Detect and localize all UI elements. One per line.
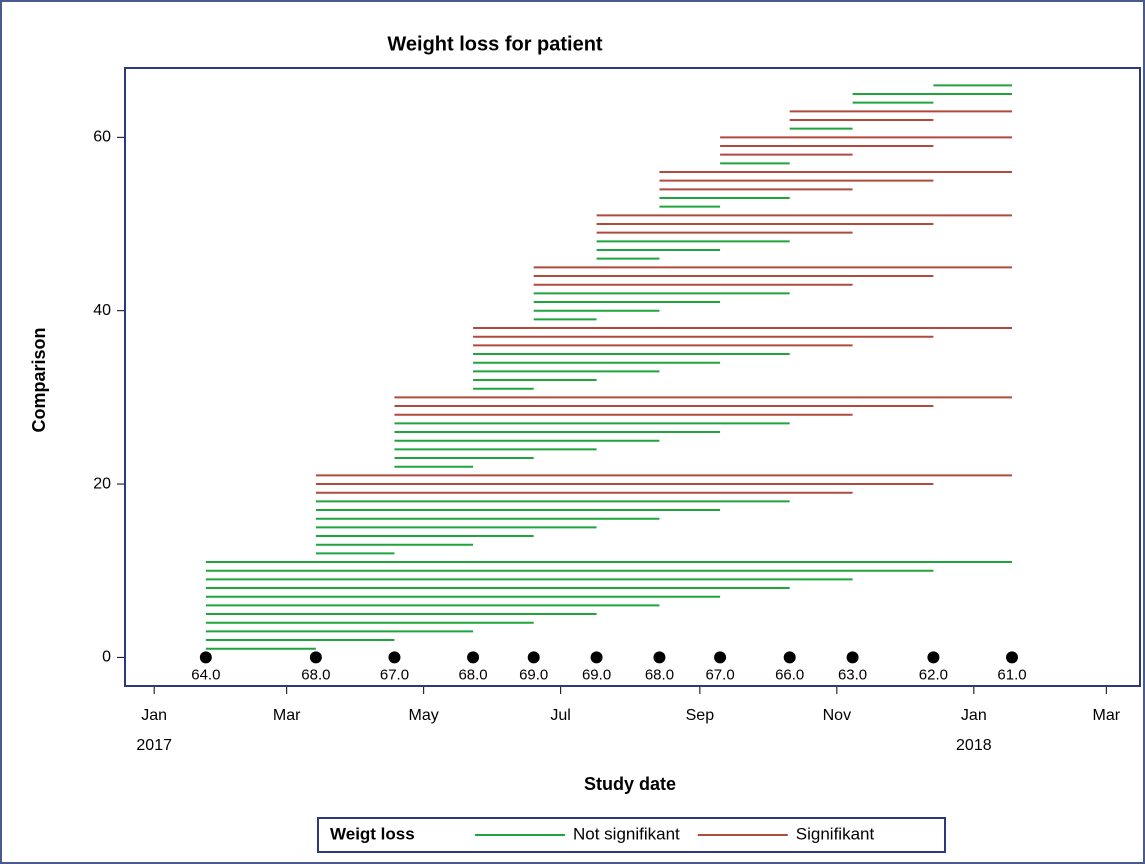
weight-label: 67.0	[705, 666, 734, 683]
study-point	[199, 651, 212, 664]
weight-label: 68.0	[458, 666, 487, 683]
weight-label: 68.0	[301, 666, 330, 683]
study-point	[783, 651, 796, 664]
study-point	[527, 651, 540, 664]
study-point	[388, 651, 401, 664]
y-axis-title: Comparison	[29, 327, 49, 432]
y-tick-label: 20	[93, 475, 111, 492]
plot-area: 0 20 40 60 Jan 2017 Mar May Jul Sep Nov Jan 2018 Mar 6…	[93, 67, 1141, 754]
x-tick-year: 2017	[136, 737, 172, 754]
weight-label: 64.0	[191, 666, 220, 683]
weight-label: 61.0	[997, 666, 1026, 683]
study-point	[309, 651, 322, 664]
study-point	[927, 651, 940, 664]
y-tick-label: 40	[93, 302, 111, 319]
chart-title: Weight loss for patient	[387, 33, 603, 55]
legend-frame	[317, 817, 946, 853]
weight-label: 68.0	[645, 666, 674, 683]
x-tick-label: Nov	[823, 707, 851, 724]
weight-label: 63.0	[838, 666, 867, 683]
legend-title: Weigt loss	[330, 824, 415, 843]
study-point	[846, 651, 859, 664]
y-tick-label: 60	[93, 129, 111, 146]
legend: Weigt loss Not signifikant Signifikant	[317, 817, 946, 853]
x-axis-title: Study date	[584, 774, 676, 794]
x-tick-label: Sep	[686, 707, 715, 724]
x-tick-label: Jan	[961, 707, 987, 724]
legend-label: Signifikant	[796, 824, 875, 843]
x-tick-label: Mar	[1093, 707, 1121, 724]
study-point	[653, 651, 666, 664]
x-tick-label: Mar	[273, 707, 301, 724]
x-tick-label: May	[409, 707, 439, 724]
weight-label: 62.0	[919, 666, 948, 683]
y-tick-label: 0	[102, 649, 111, 666]
weight-label: 66.0	[775, 666, 804, 683]
x-tick-label: Jul	[550, 707, 570, 724]
x-tick-year: 2018	[956, 737, 992, 754]
study-point	[467, 651, 480, 664]
study-point	[1006, 651, 1019, 664]
x-tick-label: Jan	[141, 707, 167, 724]
study-point	[590, 651, 603, 664]
weight-label: 67.0	[380, 666, 409, 683]
weight-label: 69.0	[519, 666, 548, 683]
study-point	[714, 651, 727, 664]
plot-frame	[124, 67, 1141, 687]
legend-label: Not signifikant	[573, 824, 680, 843]
weight-label: 69.0	[582, 666, 611, 683]
